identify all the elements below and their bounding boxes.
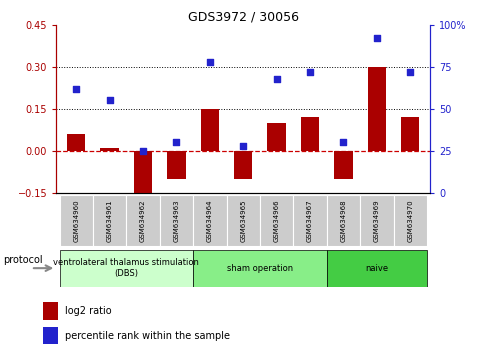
Bar [93, 195, 126, 246]
Text: GSM634967: GSM634967 [306, 199, 312, 242]
Bar [393, 195, 426, 246]
Bar [293, 195, 326, 246]
Bar [326, 250, 426, 287]
Text: GSM634966: GSM634966 [273, 199, 279, 242]
Point [372, 35, 380, 41]
Bar [193, 195, 226, 246]
Point [272, 76, 280, 81]
Bar [43, 302, 59, 320]
Text: percentile rank within the sample: percentile rank within the sample [65, 331, 229, 341]
Point [139, 148, 147, 154]
Text: GSM634964: GSM634964 [206, 199, 212, 242]
Point [72, 86, 80, 92]
Text: log2 ratio: log2 ratio [65, 306, 111, 316]
Point [205, 59, 213, 65]
Point [339, 140, 346, 145]
Text: ventrolateral thalamus stimulation
(DBS): ventrolateral thalamus stimulation (DBS) [53, 258, 199, 278]
Bar [400, 117, 419, 151]
Text: GSM634968: GSM634968 [340, 199, 346, 242]
Bar [300, 117, 319, 151]
Bar [193, 250, 326, 287]
Bar [160, 195, 193, 246]
Text: GSM634970: GSM634970 [407, 199, 412, 242]
Text: GSM634965: GSM634965 [240, 199, 246, 242]
Title: GDS3972 / 30056: GDS3972 / 30056 [187, 11, 298, 24]
Bar [234, 151, 252, 179]
Bar [167, 151, 185, 179]
Bar [67, 134, 85, 151]
Text: GSM634961: GSM634961 [106, 199, 112, 242]
Bar [200, 109, 219, 151]
Point [105, 98, 113, 103]
Bar [260, 195, 293, 246]
Text: sham operation: sham operation [226, 264, 292, 273]
Point [406, 69, 413, 75]
Bar [267, 123, 285, 151]
Text: GSM634969: GSM634969 [373, 199, 379, 242]
Bar [101, 148, 119, 151]
Point [305, 69, 313, 75]
Point [239, 143, 246, 149]
Bar [367, 67, 385, 151]
Bar [60, 250, 193, 287]
Bar [134, 151, 152, 201]
Text: naive: naive [365, 264, 387, 273]
Point [172, 140, 180, 145]
Bar [60, 195, 93, 246]
Text: protocol: protocol [3, 255, 42, 265]
Bar [334, 151, 352, 179]
Bar [360, 195, 393, 246]
Text: GSM634963: GSM634963 [173, 199, 179, 242]
Bar [126, 195, 160, 246]
Bar [226, 195, 260, 246]
Bar [43, 327, 59, 344]
Text: GSM634962: GSM634962 [140, 199, 146, 242]
Bar [326, 195, 360, 246]
Text: GSM634960: GSM634960 [73, 199, 79, 242]
